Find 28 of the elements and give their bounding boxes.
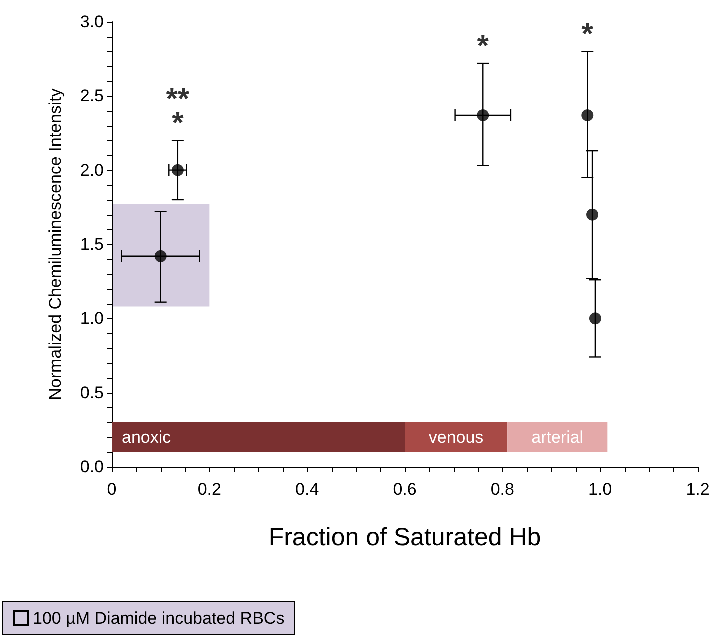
- point: [154, 250, 167, 262]
- y-axis-title: Normalized Chemiluminescence Intensity: [46, 88, 65, 400]
- band-label: arterial: [532, 428, 584, 447]
- band-label: anoxic: [122, 428, 172, 447]
- y-tick-label: 1.0: [80, 309, 104, 328]
- x-tick-label: 1.0: [588, 480, 612, 499]
- y-tick-label: 2.0: [80, 160, 104, 180]
- point: [586, 208, 599, 221]
- y-tick-label: 3.0: [80, 12, 104, 32]
- x-tick-label: 0.6: [393, 480, 417, 499]
- y-tick-label: 1.5: [80, 235, 104, 254]
- x-tick-label: 0.8: [490, 480, 514, 499]
- annotation: *: [477, 30, 490, 64]
- point: [477, 109, 490, 122]
- annotation: *: [582, 18, 594, 52]
- point: [589, 312, 602, 325]
- point: [582, 109, 594, 122]
- legend-label: 100 µM Diamide incubated RBCs: [33, 609, 285, 628]
- y-tick-label: 0.5: [80, 383, 104, 402]
- point: [172, 164, 184, 176]
- y-tick-label: 0.0: [80, 458, 104, 476]
- x-tick-label: 0: [107, 480, 117, 499]
- y-tick-label: 2.5: [80, 86, 104, 106]
- x-tick-label: 1.2: [686, 480, 710, 499]
- x-axis-title: Fraction of Saturated Hb: [268, 524, 542, 552]
- band-label: venous: [428, 428, 484, 447]
- x-tick-label: 0.2: [198, 480, 222, 499]
- x-tick-label: 0.4: [296, 480, 320, 499]
